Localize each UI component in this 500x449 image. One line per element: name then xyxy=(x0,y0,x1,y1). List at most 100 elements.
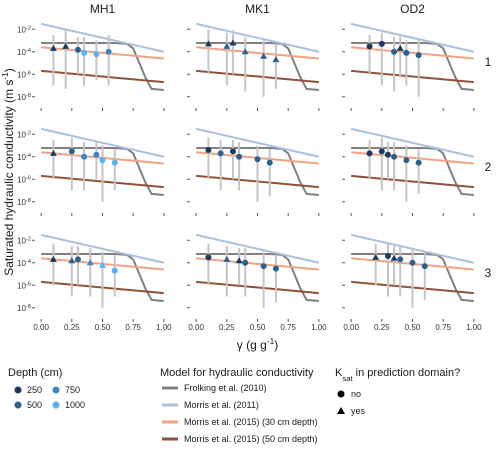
model-line xyxy=(351,252,474,302)
point xyxy=(378,148,385,155)
point xyxy=(272,265,279,272)
x-tick-label: 0.75 xyxy=(280,323,296,332)
row-strip: 3 xyxy=(485,266,492,280)
panel xyxy=(350,22,475,91)
legend-label: Morris et al. (2015) (30 cm depth) xyxy=(184,417,318,427)
point xyxy=(105,48,112,55)
text-part: 10 xyxy=(17,281,26,290)
model-line xyxy=(196,257,319,271)
point xyxy=(397,256,404,263)
model-line xyxy=(351,146,474,196)
text-part: 10 xyxy=(17,236,26,245)
x-tick-label: 0.75 xyxy=(435,323,451,332)
text-part: -6 xyxy=(26,70,31,76)
legend-key xyxy=(337,407,345,414)
x-tick-label: 1.00 xyxy=(156,323,172,332)
x-tick-label: 0.50 xyxy=(95,323,111,332)
text-part: -2 xyxy=(26,130,31,136)
text-part: -8 xyxy=(26,198,31,204)
legend-title: Model for hydraulic conductivity xyxy=(160,367,314,379)
point xyxy=(68,257,76,264)
text-part: -6 xyxy=(26,281,31,287)
x-axis-title: γ (g g-1) xyxy=(237,336,278,352)
y-tick-label: 10-4 xyxy=(17,48,31,57)
point xyxy=(111,267,118,274)
panel xyxy=(40,22,165,91)
y-tick-label: 10-4 xyxy=(17,153,31,162)
point xyxy=(272,56,280,63)
point xyxy=(260,52,268,59)
point xyxy=(81,153,88,160)
y-tick-label: 10-8 xyxy=(17,304,31,313)
point xyxy=(217,150,224,157)
point xyxy=(99,157,106,164)
y-tick-label: 10-6 xyxy=(17,175,31,184)
model-line xyxy=(350,127,475,158)
legend-label: yes xyxy=(351,406,366,416)
point xyxy=(260,263,267,270)
point xyxy=(111,159,118,166)
text-part: -4 xyxy=(26,153,31,159)
legend-title: Ksat in prediction domain? xyxy=(335,367,460,383)
model-line xyxy=(196,280,319,295)
text-part: -2 xyxy=(26,25,31,31)
x-tick-label: 0.50 xyxy=(250,323,266,332)
text-part: -4 xyxy=(26,48,31,54)
point xyxy=(236,153,243,160)
legend-label: 1000 xyxy=(65,400,85,410)
point xyxy=(74,256,81,263)
text-part: K xyxy=(335,367,343,379)
x-tick-label: 1.00 xyxy=(466,323,482,332)
point xyxy=(99,261,106,268)
text-part: ) xyxy=(274,338,278,352)
legend-key xyxy=(14,401,22,409)
y-tick-label: 10-2 xyxy=(17,25,31,34)
point xyxy=(223,42,231,49)
text-part: -6 xyxy=(26,175,31,181)
model-line xyxy=(41,46,164,60)
legend-title: Depth (cm) xyxy=(8,367,62,379)
y-axis-title: Saturated hydraulic conductivity (m s-1) xyxy=(0,68,16,276)
point xyxy=(366,150,373,157)
legend-key xyxy=(337,390,345,398)
x-tick-label: 0.25 xyxy=(374,323,390,332)
text-part: -4 xyxy=(26,259,31,265)
legend-label: no xyxy=(351,389,361,399)
model-line xyxy=(40,22,165,53)
point xyxy=(391,48,398,55)
model-line xyxy=(351,41,474,91)
text-part: 10 xyxy=(17,259,26,268)
text-part: -8 xyxy=(26,93,31,99)
point xyxy=(93,51,100,58)
text-part: 10 xyxy=(17,70,26,79)
point xyxy=(229,148,236,155)
model-line xyxy=(196,69,319,84)
model-line xyxy=(41,252,164,302)
text-part: 10 xyxy=(17,304,26,313)
legend-key xyxy=(52,401,60,409)
x-tick-label: 0.50 xyxy=(405,323,421,332)
legend-label: 750 xyxy=(65,385,80,395)
point xyxy=(415,52,422,59)
model-line xyxy=(41,69,164,84)
point xyxy=(403,49,410,56)
text-part: γ (g g xyxy=(237,338,267,352)
column-strip: MH1 xyxy=(90,2,116,16)
y-tick-label: 10-6 xyxy=(17,70,31,79)
y-tick-label: 10-2 xyxy=(17,236,31,245)
text-part: 10 xyxy=(17,175,26,184)
model-line xyxy=(196,252,319,302)
legend-label: Morris et al. (2015) (50 cm depth) xyxy=(184,434,318,444)
model-line xyxy=(351,46,474,60)
model-line xyxy=(40,127,165,158)
model-line xyxy=(41,146,164,196)
x-tick-label: 0.25 xyxy=(219,323,235,332)
text-part: 10 xyxy=(17,48,26,57)
point xyxy=(235,257,243,264)
model-line xyxy=(351,174,474,189)
point xyxy=(390,254,398,261)
x-tick-label: 0.00 xyxy=(343,323,359,332)
y-tick-label: 10-4 xyxy=(17,259,31,268)
point xyxy=(205,146,212,153)
point xyxy=(421,263,428,270)
